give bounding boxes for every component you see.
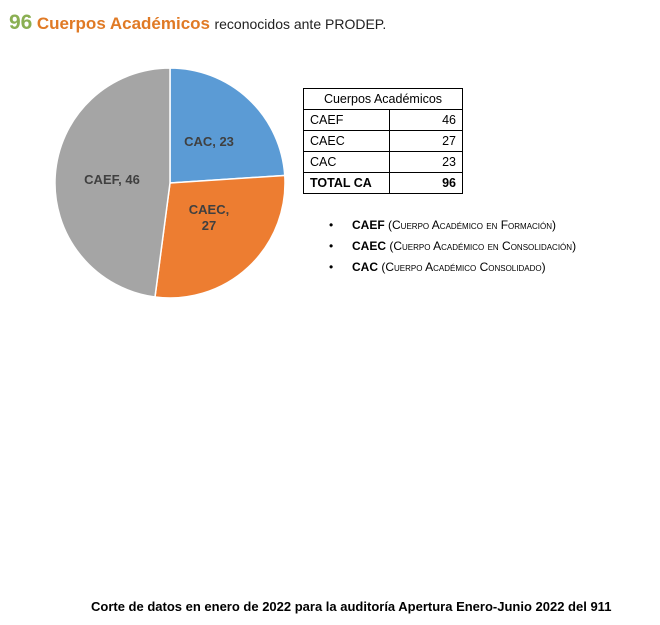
headline-subject: Cuerpos Académicos xyxy=(36,14,211,33)
list-item: • CAEC (Cuerpo Académico en Consolidació… xyxy=(326,236,626,256)
table-header: Cuerpos Académicos xyxy=(303,88,463,110)
table-row-value: 46 xyxy=(389,109,463,131)
cuerpos-academicos-table: Cuerpos Académicos CAEF 46 CAEC 27 CAC 2… xyxy=(303,88,463,194)
bullet-icon: • xyxy=(329,218,334,232)
table-row-label: CAC xyxy=(303,151,390,173)
data-label-caef: CAEF, 46 xyxy=(84,172,140,187)
pie-slice-caec xyxy=(154,174,286,299)
list-item-desc: Cuerpo Académico Consolidado xyxy=(385,260,542,274)
table-total-row: TOTAL CA 96 xyxy=(303,172,463,194)
list-item-desc: Cuerpo Académico en Formación xyxy=(392,218,553,232)
list-item-code: CAEC xyxy=(352,239,387,253)
pie-slice-caef xyxy=(54,67,171,298)
table-row: CAC 23 xyxy=(303,151,463,173)
abbreviation-list: • CAEF (Cuerpo Académico en Formación) •… xyxy=(326,215,626,278)
bullet-icon: • xyxy=(329,239,334,253)
list-item: • CAEF (Cuerpo Académico en Formación) xyxy=(326,215,626,235)
table-row-value: 27 xyxy=(389,130,463,152)
bullet-icon: • xyxy=(329,260,334,274)
table-row-label: CAEF xyxy=(303,109,390,131)
table-row: CAEF 46 xyxy=(303,109,463,131)
pie-chart: CAC, 23 CAEC, 27 CAEF, 46 xyxy=(54,67,286,299)
list-item-code: CAEF xyxy=(352,218,385,232)
headline-count: 96 xyxy=(9,11,33,34)
list-item-desc: Cuerpo Académico en Consolidación xyxy=(393,239,573,253)
pie-slice-cac xyxy=(169,67,286,184)
headline-rest: reconocidos ante PRODEP. xyxy=(214,16,387,32)
list-item: • CAC (Cuerpo Académico Consolidado) xyxy=(326,257,626,277)
data-label-caec: CAEC, 27 xyxy=(189,202,229,233)
list-item-code: CAC xyxy=(352,260,378,274)
table-row: CAEC 27 xyxy=(303,130,463,152)
data-source-note: Corte de datos en enero de 2022 para la … xyxy=(91,599,612,614)
table-total-label: TOTAL CA xyxy=(303,172,390,194)
table-total-value: 96 xyxy=(389,172,463,194)
headline: 96 Cuerpos Académicos reconocidos ante P… xyxy=(9,11,386,35)
table-row-label: CAEC xyxy=(303,130,390,152)
table-row-value: 23 xyxy=(389,151,463,173)
data-label-cac: CAC, 23 xyxy=(184,134,234,149)
table-header-row: Cuerpos Académicos xyxy=(303,88,463,110)
